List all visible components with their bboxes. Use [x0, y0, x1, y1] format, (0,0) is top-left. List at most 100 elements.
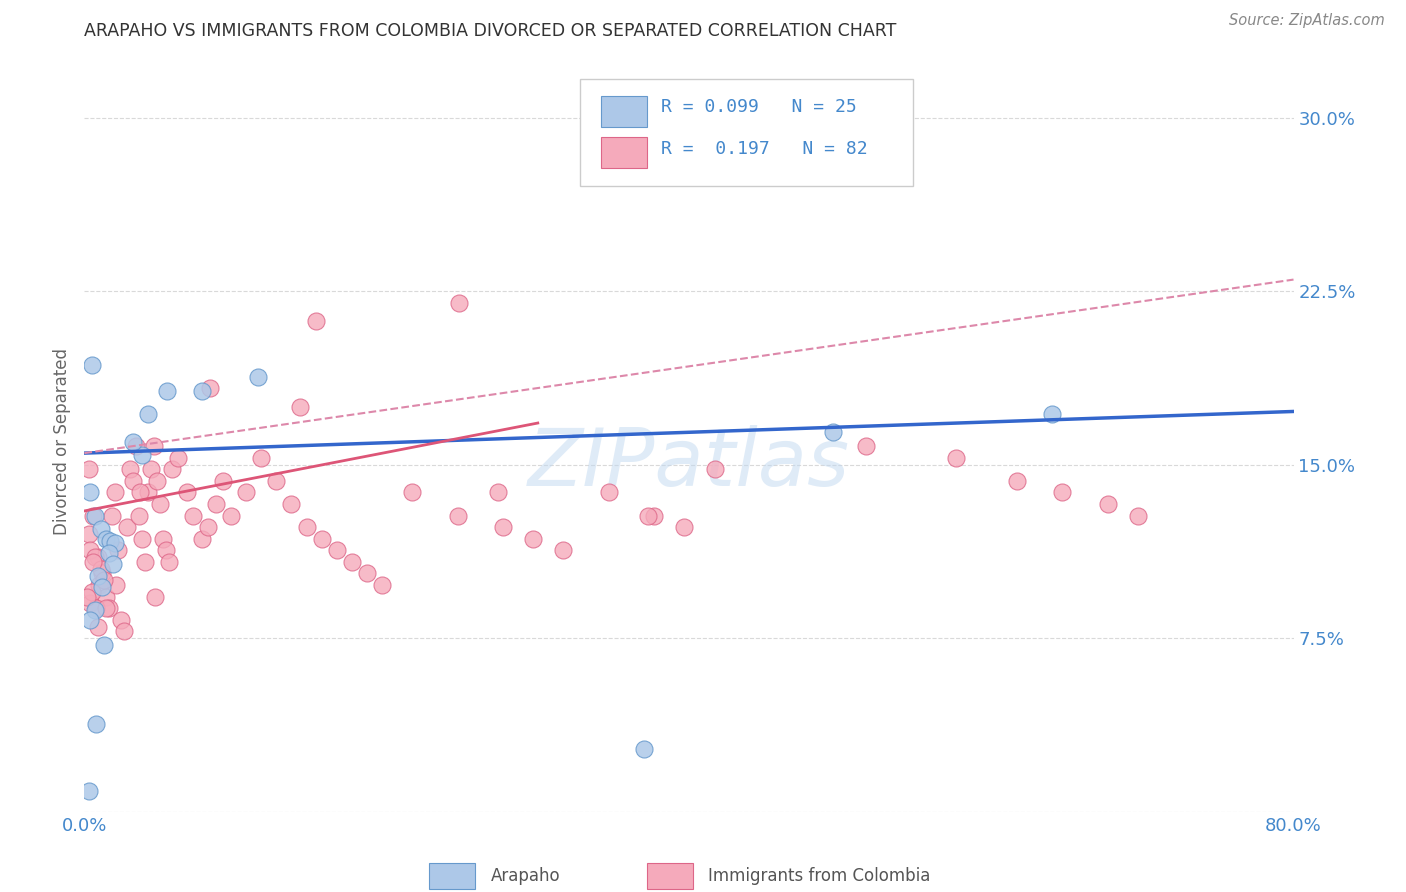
Point	[80, 585, 103, 599]
Point	[235, 485, 257, 500]
Point	[129, 485, 152, 500]
Point	[156, 384, 179, 398]
Bar	[429, 863, 475, 889]
Point	[637, 508, 659, 523]
Point	[77, 784, 100, 798]
Point	[304, 314, 326, 328]
Point	[371, 578, 394, 592]
Point	[77, 527, 100, 541]
Point	[191, 384, 214, 398]
Point	[97, 545, 120, 560]
Point	[82, 508, 104, 523]
Point	[703, 462, 725, 476]
Point	[91, 566, 114, 581]
Text: ZIPatlas: ZIPatlas	[527, 425, 851, 503]
Point	[598, 485, 620, 500]
Point	[492, 520, 515, 534]
Point	[250, 450, 273, 465]
Point	[89, 578, 111, 592]
Point	[93, 574, 115, 588]
Point	[191, 532, 214, 546]
Point	[79, 485, 101, 500]
Point	[86, 601, 108, 615]
Point	[152, 532, 174, 546]
Point	[121, 474, 143, 488]
Point	[155, 543, 177, 558]
Point	[280, 497, 302, 511]
Text: Immigrants from Colombia: Immigrants from Colombia	[709, 867, 931, 885]
Point	[488, 485, 510, 500]
Point	[181, 508, 204, 523]
Point	[295, 520, 318, 534]
Point	[131, 532, 153, 546]
Point	[90, 562, 112, 576]
Point	[86, 716, 108, 731]
Point	[80, 358, 103, 372]
Point	[290, 400, 312, 414]
Point	[90, 523, 112, 537]
Point	[553, 543, 575, 558]
Point	[1097, 497, 1119, 511]
Point	[219, 508, 242, 523]
Point	[447, 508, 470, 523]
Point	[82, 555, 104, 569]
FancyBboxPatch shape	[581, 78, 912, 186]
Point	[97, 601, 120, 615]
Point	[855, 439, 877, 453]
Point	[94, 590, 117, 604]
Point	[112, 624, 135, 639]
Point	[633, 742, 655, 756]
Point	[176, 485, 198, 500]
Point	[84, 603, 107, 617]
Point	[134, 555, 156, 569]
Point	[91, 580, 114, 594]
Point	[266, 474, 288, 488]
Point	[136, 485, 159, 500]
Point	[167, 450, 190, 465]
Text: Arapaho: Arapaho	[491, 867, 560, 885]
Point	[1005, 474, 1028, 488]
Point	[115, 520, 138, 534]
Point	[356, 566, 378, 581]
Point	[1126, 508, 1149, 523]
Point	[945, 450, 967, 465]
Point	[100, 508, 122, 523]
Point	[107, 543, 129, 558]
Point	[110, 613, 132, 627]
Point	[1052, 485, 1074, 500]
Bar	[600, 95, 647, 127]
Point	[149, 497, 172, 511]
Point	[157, 555, 180, 569]
Point	[160, 462, 183, 476]
Point	[821, 425, 844, 440]
Point	[93, 638, 115, 652]
Point	[136, 407, 159, 421]
Point	[94, 532, 117, 546]
Point	[146, 474, 169, 488]
Y-axis label: Divorced or Separated: Divorced or Separated	[53, 348, 72, 535]
Point	[105, 578, 128, 592]
Point	[104, 485, 127, 500]
Point	[94, 601, 117, 615]
Point	[311, 532, 333, 546]
Point	[79, 543, 101, 558]
Point	[121, 434, 143, 449]
Point	[326, 543, 349, 558]
Point	[79, 597, 101, 611]
Point	[84, 550, 107, 565]
Point	[643, 508, 665, 523]
Point	[340, 555, 363, 569]
Point	[145, 590, 167, 604]
Point	[118, 462, 141, 476]
Point	[125, 439, 148, 453]
Point	[212, 474, 235, 488]
Point	[197, 520, 219, 534]
Point	[139, 462, 162, 476]
Point	[522, 532, 544, 546]
Point	[673, 520, 696, 534]
Point	[198, 381, 221, 395]
Text: ARAPAHO VS IMMIGRANTS FROM COLOMBIA DIVORCED OR SEPARATED CORRELATION CHART: ARAPAHO VS IMMIGRANTS FROM COLOMBIA DIVO…	[84, 22, 897, 40]
Bar	[600, 136, 647, 168]
Point	[131, 449, 153, 463]
Text: R = 0.099   N = 25: R = 0.099 N = 25	[661, 98, 856, 116]
